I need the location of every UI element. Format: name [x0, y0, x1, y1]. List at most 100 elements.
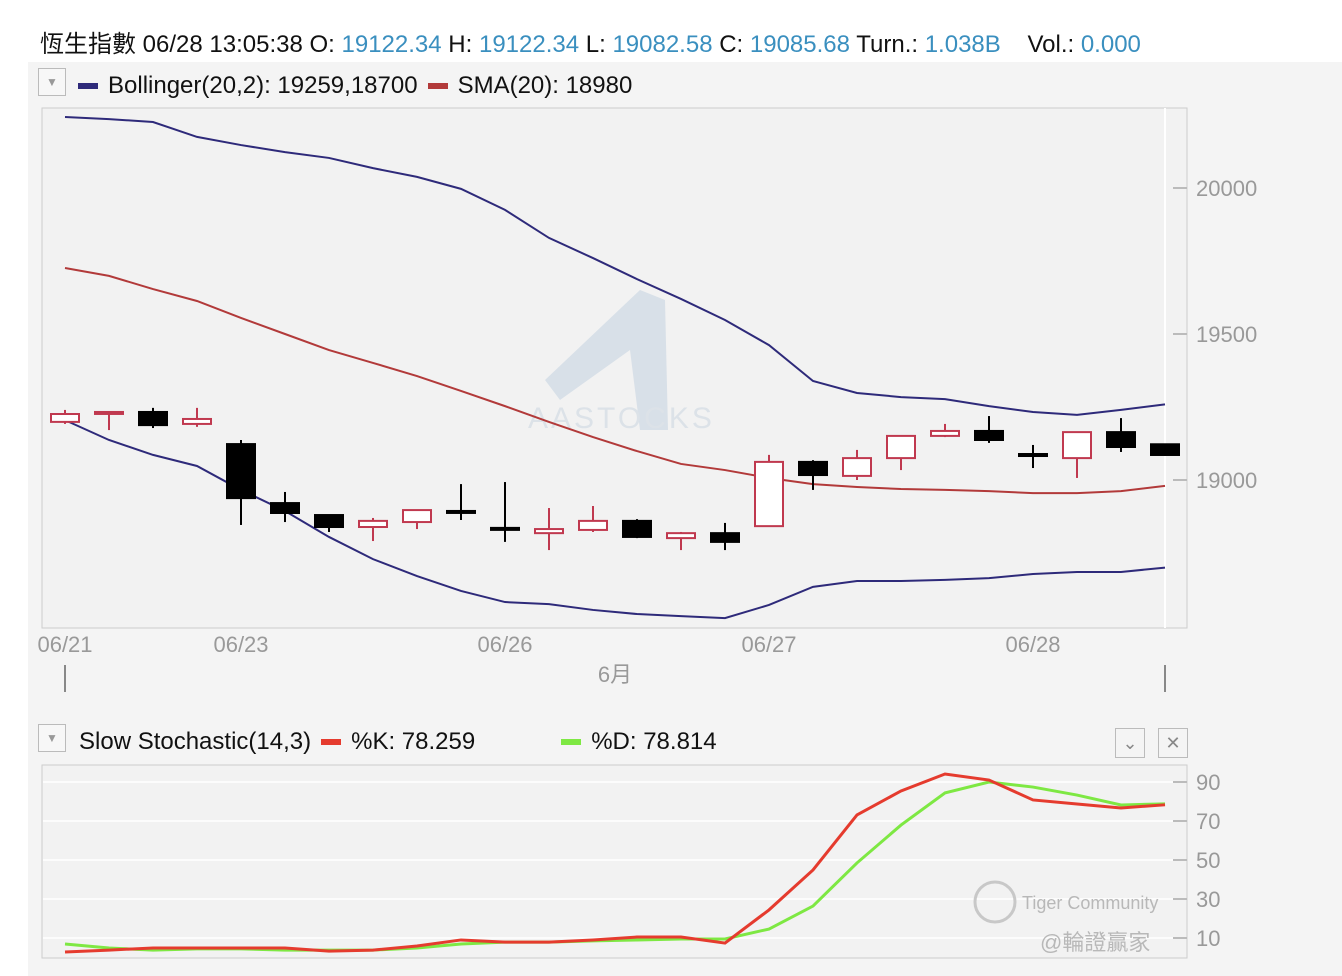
candle: [578, 505, 608, 532]
candle: [270, 491, 300, 523]
stoch-k-line: [64, 772, 1166, 954]
stoch-indicator-dropdown-button[interactable]: ▼: [38, 724, 66, 752]
candle-body: [490, 526, 520, 531]
high-value: 19122.34: [478, 31, 580, 58]
candle-body: [314, 514, 344, 529]
candle: [534, 508, 564, 551]
candle: [50, 409, 80, 424]
candle: [754, 454, 784, 528]
x-tick-label: 06/23: [213, 632, 268, 657]
main-indicator-dropdown-button[interactable]: ▼: [38, 68, 66, 96]
candle-body: [402, 509, 432, 524]
y-tick-label: 19500: [1196, 322, 1257, 347]
d-legend: %D: 78.814: [591, 728, 717, 755]
bollinger-legend: Bollinger(20,2): 19259,18700: [108, 72, 418, 99]
candle: [1062, 431, 1092, 478]
candle: [974, 416, 1004, 443]
datetime: 06/28 13:05:38: [142, 31, 303, 58]
tiger-watermark: Tiger Community @輪證贏家: [973, 880, 1158, 955]
candle-body: [1062, 431, 1092, 460]
candle: [666, 531, 696, 551]
x-tick-label: 06/27: [741, 632, 796, 657]
low-value: 19082.58: [612, 31, 713, 58]
stoch-plot-area: [41, 764, 1188, 959]
candle-body: [270, 502, 300, 514]
candle-body: [842, 457, 872, 477]
candle: [886, 434, 916, 471]
sma-line: [64, 267, 1166, 495]
candle: [798, 460, 828, 490]
stoch-y-tick-label: 90: [1196, 770, 1220, 795]
stoch-title: Slow Stochastic(14,3): [79, 728, 312, 755]
stoch-y-tick-label: 50: [1196, 848, 1220, 873]
candle-body: [534, 528, 564, 535]
collapse-indicator-button[interactable]: ⌄: [1115, 728, 1145, 758]
candle-body: [710, 532, 740, 543]
volume-label: Vol.:: [1027, 31, 1075, 58]
candle-body: [50, 413, 80, 423]
candle-body: [94, 410, 124, 415]
turnover-label: Turn.:: [856, 31, 919, 58]
candle-body: [930, 429, 960, 437]
open-label: O:: [309, 31, 335, 58]
quote-header: 恆生指數 06/28 13:05:38 O: 19122.34 H: 19122…: [40, 24, 1141, 59]
candle: [94, 410, 124, 431]
x-tick-label: 06/28: [1005, 632, 1060, 657]
candle: [490, 482, 520, 542]
index-name: 恆生指數: [40, 31, 136, 58]
candle-body: [226, 443, 256, 500]
candle-body: [754, 460, 784, 528]
candle-body: [974, 429, 1004, 441]
candle-body: [666, 532, 696, 540]
stoch-y-tick-label: 10: [1196, 926, 1220, 951]
stoch-y-tick-label: 70: [1196, 809, 1220, 834]
candle-body: [578, 519, 608, 531]
stoch-legend: Slow Stochastic(14,3) %K: 78.259 %D: 78.…: [79, 728, 717, 756]
turnover-value: 1.038B: [924, 31, 1001, 58]
x-tick-label: 06/21: [37, 632, 92, 657]
candle-body: [1018, 453, 1048, 458]
volume-value: 0.000: [1080, 31, 1141, 58]
k-swatch: [321, 739, 342, 745]
candle: [314, 514, 344, 532]
x-axis-month-label: 6月: [598, 662, 632, 687]
bollinger-swatch: [78, 83, 98, 89]
candle: [226, 439, 256, 525]
candle: [710, 522, 740, 551]
candle: [402, 509, 432, 530]
candle: [1018, 444, 1048, 469]
main-plot-area: [41, 107, 1188, 629]
close-label: C:: [719, 31, 744, 58]
candle: [1150, 443, 1180, 456]
candle-body: [446, 509, 476, 514]
sma-legend: SMA(20): 18980: [457, 72, 633, 99]
x-tick-label: 06/26: [477, 632, 532, 657]
author-watermark-text: @輪證贏家: [1040, 930, 1150, 955]
aastocks-watermark-text: AASTOCKS: [528, 402, 715, 435]
candle-body: [886, 434, 916, 460]
y-tick-label: 19000: [1196, 468, 1257, 493]
stoch-y-tick-label: 30: [1196, 887, 1220, 912]
candle: [138, 407, 168, 429]
close-indicator-button[interactable]: ✕: [1158, 728, 1188, 758]
open-value: 19122.34: [341, 31, 442, 58]
candle: [1106, 418, 1136, 452]
k-legend: %K: 78.259: [351, 728, 476, 755]
candle: [358, 517, 388, 542]
candle-body: [1106, 431, 1136, 449]
candle: [182, 407, 212, 427]
candle: [446, 484, 476, 521]
candle-body: [798, 460, 828, 477]
aastocks-logo-icon: [545, 290, 668, 430]
low-label: L:: [585, 31, 606, 58]
high-label: H:: [448, 31, 473, 58]
candle-body: [182, 417, 212, 425]
sma-swatch: [427, 83, 448, 89]
tiger-logo-icon: [973, 880, 1017, 924]
d-swatch: [561, 739, 582, 745]
candle-body: [138, 410, 168, 427]
candle: [622, 519, 652, 539]
candle: [842, 449, 872, 480]
main-legend: Bollinger(20,2): 19259,18700 SMA(20): 18…: [68, 72, 632, 100]
